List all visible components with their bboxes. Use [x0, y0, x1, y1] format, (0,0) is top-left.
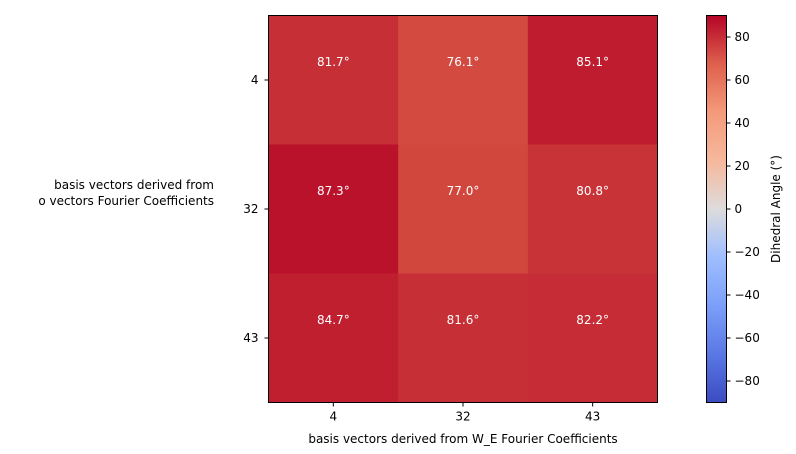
colorbar-ticks: 80 60 40 20 0 −20 −40 −60 −80: [726, 30, 760, 388]
colorbar-tick-label: 20: [735, 159, 750, 173]
y-axis-label-line-2: o vectors Fourier Coefficients: [38, 194, 214, 208]
colorbar-tick-label: −60: [735, 331, 760, 345]
heatmap-cell: [398, 273, 529, 403]
heatmap-cell: [398, 15, 529, 145]
y-axis-label-line-1: basis vectors derived from: [54, 178, 214, 192]
heatmap-cell-label: 81.7°: [317, 55, 350, 69]
heatmap-cell-labels: 81.7° 76.1° 85.1° 87.3° 77.0° 80.8° 84.7° 81.6°…: [317, 55, 609, 327]
colorbar-tick-label: 60: [735, 73, 750, 87]
colorbar-tick-label: −40: [735, 288, 760, 302]
y-tick-label: 32: [243, 202, 258, 216]
heatmap-cell-label: 87.3°: [317, 184, 350, 198]
heatmap-cell: [268, 273, 399, 403]
colorbar-tick-label: 80: [735, 30, 750, 44]
heatmap-cell-label: 80.8°: [576, 184, 609, 198]
x-axis-label: basis vectors derived from W_E Fourier C…: [308, 432, 617, 446]
colorbar-tick-label: −20: [735, 245, 760, 259]
heatmap-cell: [527, 273, 658, 403]
colorbar-tick-label: 40: [735, 116, 750, 130]
colorbar-label: Dihedral Angle (°): [769, 155, 783, 263]
colorbar: [706, 15, 727, 403]
x-tick-label: 32: [455, 410, 470, 424]
x-axis-ticks: 4 32 43: [330, 402, 600, 424]
x-tick-label: 43: [585, 410, 600, 424]
heatmap-cell-label: 77.0°: [447, 184, 480, 198]
heatmap-cell-label: 76.1°: [447, 55, 480, 69]
heatmap-cell-label: 81.6°: [447, 313, 480, 327]
heatmap-cell-label: 84.7°: [317, 313, 350, 327]
y-axis-ticks: 4 32 43: [243, 73, 269, 345]
heatmap-cell-label: 85.1°: [576, 55, 609, 69]
heatmap-cells: [268, 15, 658, 403]
colorbar-tick-label: −80: [735, 374, 760, 388]
heatmap-cell: [268, 144, 399, 274]
x-tick-label: 4: [330, 410, 338, 424]
y-tick-label: 43: [243, 331, 258, 345]
y-tick-label: 4: [251, 73, 259, 87]
heatmap-cell: [268, 15, 399, 145]
colorbar-tick-label: 0: [735, 202, 743, 216]
heatmap-cell: [527, 144, 658, 274]
heatmap-cell: [398, 144, 529, 274]
heatmap-cell: [527, 15, 658, 145]
heatmap-cell-label: 82.2°: [576, 313, 609, 327]
